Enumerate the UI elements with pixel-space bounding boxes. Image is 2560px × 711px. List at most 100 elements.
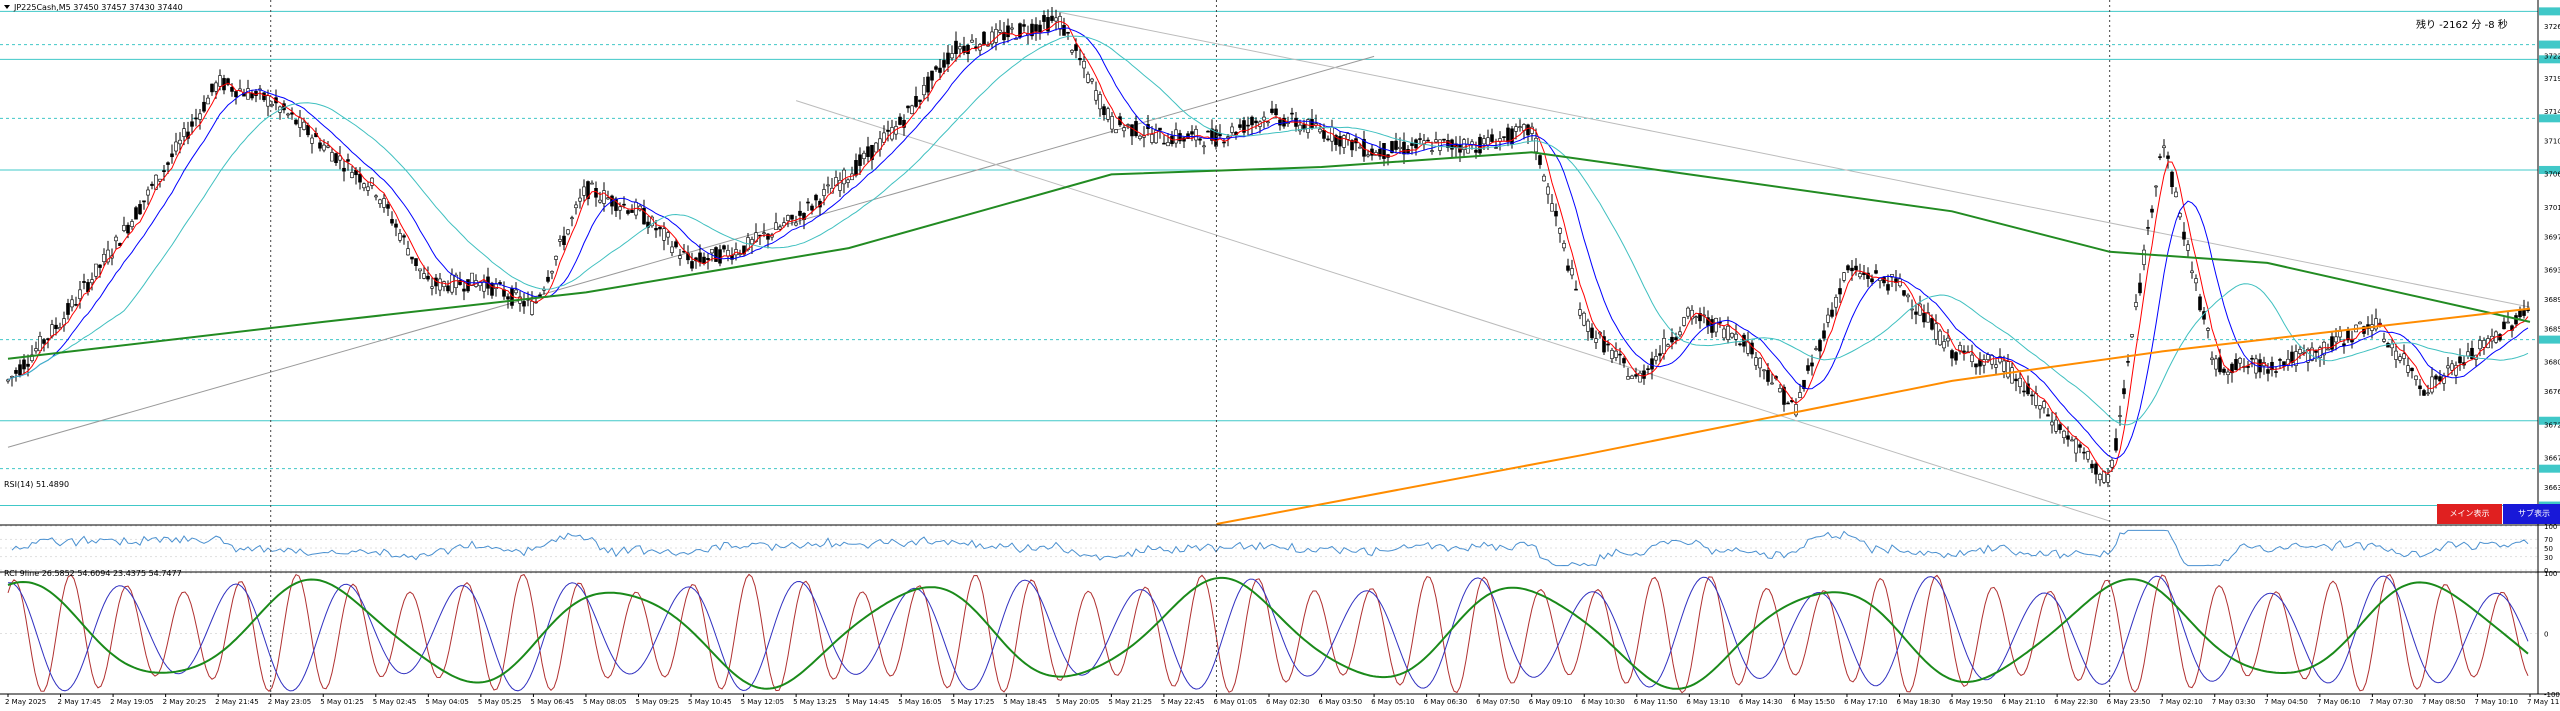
- time-tick-label: 5 May 09:25: [636, 698, 680, 706]
- candle-body: [298, 117, 302, 128]
- price-tick-label: 36931: [2544, 267, 2560, 275]
- candle-body: [1678, 331, 1682, 336]
- candle-body: [630, 210, 634, 213]
- candle-body: [1238, 124, 1242, 128]
- candle-body: [1962, 350, 1966, 353]
- candle-body: [166, 162, 170, 165]
- candle-body: [122, 225, 126, 231]
- candle-body: [94, 263, 98, 277]
- candle-body: [1518, 126, 1522, 128]
- candle-body: [1350, 140, 1354, 151]
- candle-body: [1918, 303, 1922, 316]
- candle-body: [962, 45, 966, 53]
- level-tag: [2539, 464, 2560, 473]
- candle-body: [1938, 330, 1942, 346]
- price-tick-label: 37016: [2544, 204, 2560, 212]
- rci-label: RCI 9line 26.5852 54.6094 23.4375 54.747…: [4, 569, 182, 578]
- candle-body: [114, 236, 118, 242]
- candle-body: [1310, 118, 1314, 129]
- candle-body: [2466, 351, 2470, 357]
- candle-body: [22, 359, 26, 370]
- candle-body: [838, 180, 842, 191]
- candle-body: [2074, 438, 2078, 454]
- candle-body: [2290, 351, 2294, 363]
- candle-body: [1334, 135, 1338, 145]
- candle-body: [270, 104, 274, 106]
- candle-body: [946, 52, 950, 65]
- candle-body: [622, 203, 626, 206]
- candle-body: [1826, 314, 1830, 323]
- candle-body: [1042, 15, 1046, 22]
- candle-body: [42, 339, 46, 344]
- time-tick-label: 6 May 14:30: [1739, 698, 1783, 706]
- candle-body: [342, 167, 346, 172]
- candle-body: [2326, 348, 2330, 351]
- rsi-tick-label: 30: [2544, 554, 2553, 562]
- time-tick-label: 6 May 17:10: [1844, 698, 1888, 706]
- candle-body: [2498, 334, 2502, 341]
- candle-body: [1278, 119, 1282, 126]
- main-display-button[interactable]: メイン表示: [2437, 504, 2502, 524]
- time-tick-label: 2 May 19:05: [110, 698, 154, 706]
- time-tick-label: 7 May 07:30: [2369, 698, 2413, 706]
- candle-body: [78, 289, 82, 299]
- candle-body: [2002, 360, 2006, 372]
- dropdown-icon[interactable]: [4, 5, 10, 9]
- candle-body: [2130, 334, 2134, 338]
- candle-body: [2430, 376, 2434, 393]
- rci-tick-label: -100: [2544, 691, 2560, 699]
- candle-body: [366, 186, 370, 191]
- candle-body: [786, 215, 790, 221]
- candle-body: [1730, 333, 1734, 338]
- candle-body: [1914, 311, 1918, 315]
- trendline: [7, 55, 1375, 448]
- candle-body: [374, 195, 378, 198]
- candle-body: [1062, 25, 1066, 36]
- candle-body: [430, 286, 434, 289]
- candle-body: [698, 252, 702, 263]
- candle-body: [1046, 17, 1050, 32]
- candle-body: [162, 170, 166, 172]
- candle-body: [1434, 139, 1438, 143]
- candle-body: [874, 142, 878, 153]
- candle-body: [1686, 307, 1690, 317]
- candle-body: [1618, 353, 1622, 356]
- candle-body: [1030, 23, 1034, 37]
- sub-display-button[interactable]: サブ表示: [2503, 504, 2560, 524]
- candle-body: [1534, 137, 1538, 153]
- candle-body: [2162, 145, 2166, 149]
- candle-body: [2110, 459, 2114, 468]
- candle-body: [1222, 141, 1226, 144]
- candle-body: [710, 249, 714, 254]
- candle-body: [370, 177, 374, 186]
- candle-body: [1446, 140, 1450, 148]
- rsi-tick-label: 50: [2544, 545, 2553, 553]
- candle-body: [1942, 341, 1946, 349]
- time-tick-label: 7 May 02:10: [2159, 698, 2203, 706]
- candle-body: [1562, 243, 1566, 249]
- candle-body: [1226, 136, 1230, 138]
- candle-body: [990, 31, 994, 45]
- candle-body: [1690, 309, 1694, 320]
- level-tag: [2539, 114, 2560, 123]
- candle-body: [1342, 135, 1346, 148]
- candle-body: [842, 169, 846, 185]
- candle-body: [1298, 124, 1302, 132]
- candle-body: [1346, 133, 1350, 140]
- candle-body: [1634, 374, 1638, 377]
- candle-body: [1862, 272, 1866, 275]
- candle-body: [2198, 296, 2202, 311]
- candle-body: [1486, 137, 1490, 146]
- candle-body: [2214, 358, 2218, 370]
- horizontal-levels[interactable]: [0, 7, 2560, 510]
- candle-body: [442, 281, 446, 287]
- trendlines[interactable]: [7, 11, 2531, 522]
- candle-body: [2414, 375, 2418, 380]
- candle-body: [1890, 274, 1894, 278]
- candle-body: [54, 324, 58, 330]
- candle-body: [414, 258, 418, 267]
- candle-body: [2426, 392, 2430, 395]
- candle-body: [1566, 265, 1570, 271]
